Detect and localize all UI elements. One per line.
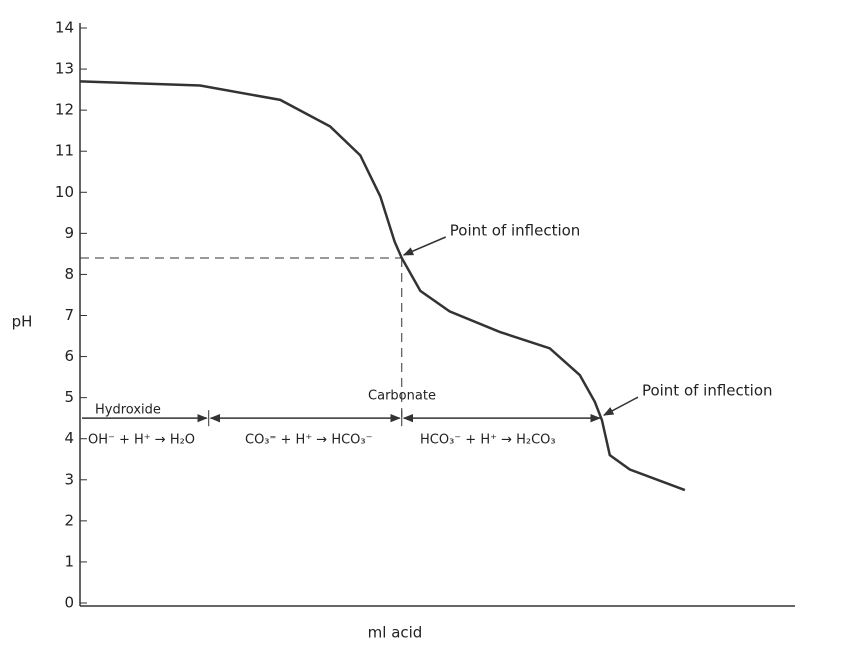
y-tick-label: 5 (64, 388, 74, 406)
y-tick-label: 3 (64, 470, 74, 488)
y-tick-label: 8 (64, 265, 74, 283)
annotation: Point of inflection (450, 222, 581, 240)
y-tick-label: 13 (55, 60, 74, 78)
y-tick-label: 6 (64, 347, 74, 365)
y-tick-label: 1 (64, 552, 74, 570)
x-axis-label: ml acid (368, 624, 423, 642)
y-tick-label: 4 (64, 429, 74, 447)
y-tick-label: 14 (55, 19, 74, 37)
titration-curve (79, 80, 686, 492)
y-tick-label: 10 (55, 183, 74, 201)
annotation-arrow (402, 236, 447, 256)
equation: OH⁻ + H⁺ → H₂O (88, 433, 195, 448)
equation: CO₃⁼ + H⁺ → HCO₃⁻ (245, 433, 373, 448)
equation: HCO₃⁻ + H⁺ → H₂CO₃ (420, 433, 556, 448)
annotation-arrow (603, 396, 639, 416)
y-tick-label: 11 (55, 142, 74, 160)
y-tick-label: 7 (64, 306, 74, 324)
y-tick-label: 0 (64, 594, 74, 612)
y-axis-label: pH (12, 313, 33, 331)
annotation: Point of inflection (642, 382, 773, 400)
y-tick-label: 9 (64, 224, 74, 242)
region-label: Hydroxide (95, 403, 161, 418)
y-tick-label: 2 (64, 511, 74, 529)
y-tick-label: 12 (55, 101, 74, 119)
